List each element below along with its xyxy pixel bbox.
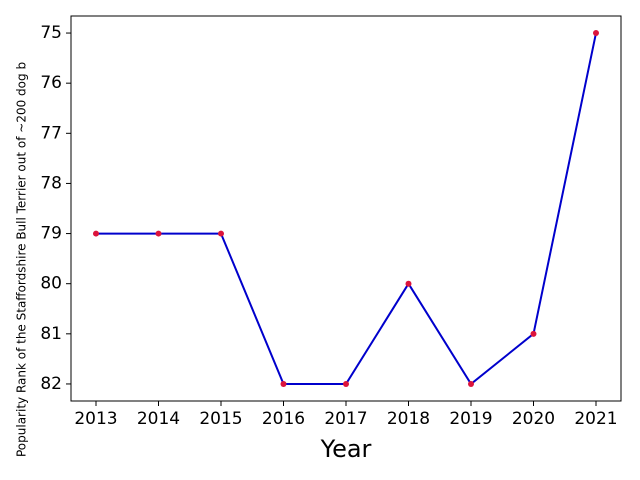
x-tick-label: 2014 — [137, 409, 180, 429]
line — [96, 32, 597, 386]
x-axis-label: Year — [320, 435, 372, 463]
point — [405, 280, 412, 287]
y-tick-label: 77 — [40, 123, 62, 143]
y-tick-label: 76 — [40, 73, 62, 93]
y-tick-label: 81 — [40, 324, 62, 344]
point — [343, 380, 349, 387]
point — [93, 230, 99, 237]
point — [218, 230, 224, 237]
x-tick-label: 2016 — [262, 409, 305, 429]
x-tick-label: 2021 — [574, 409, 617, 429]
x-tick-label: 2017 — [324, 409, 367, 429]
x-tick-label: 2020 — [512, 409, 555, 429]
x-tick-label: 2019 — [449, 409, 492, 429]
y-axis-label: Popularity Rank of the Staffordshire Bul… — [15, 62, 29, 457]
x-tick-label: 2015 — [199, 409, 242, 429]
y-tick-label: 79 — [40, 224, 62, 244]
y-tick-label: 75 — [40, 23, 62, 43]
y-tick-label: 80 — [40, 274, 62, 294]
point — [530, 330, 537, 337]
plot-frame — [70, 15, 622, 402]
point — [468, 380, 474, 387]
point — [280, 380, 287, 387]
point — [155, 230, 162, 237]
y-tick-label: 82 — [40, 374, 62, 394]
y-tick-label: 78 — [40, 173, 62, 193]
point — [593, 30, 599, 37]
x-tick-label: 2018 — [387, 409, 430, 429]
x-tick-label: 2013 — [74, 409, 117, 429]
